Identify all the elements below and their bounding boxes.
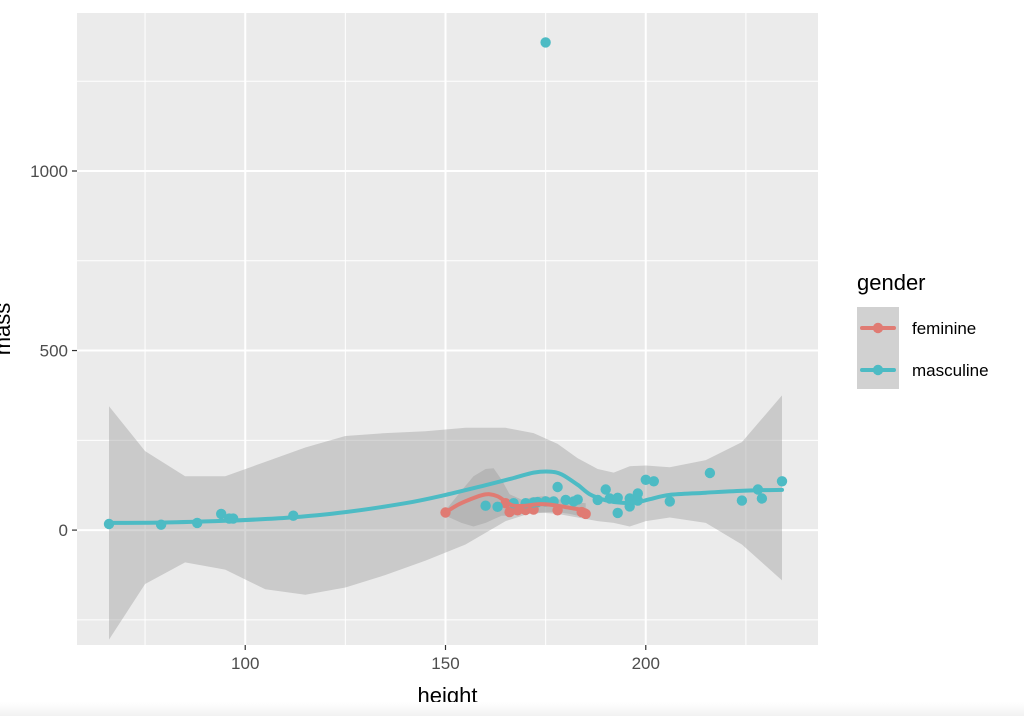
- point-masculine: [572, 494, 583, 505]
- point-masculine: [612, 507, 623, 519]
- point-feminine: [504, 506, 515, 518]
- smooth-line-feminine: [443, 492, 588, 515]
- panel-background: [77, 13, 818, 645]
- point-masculine: [552, 481, 563, 493]
- legend-key-background: [857, 307, 899, 389]
- y-tick-label: 1000: [30, 162, 68, 181]
- point-masculine: [736, 495, 748, 506]
- legend-key-point-masculine: [872, 364, 884, 376]
- x-tick-label: 150: [431, 654, 459, 673]
- smooth-lines: [107, 469, 784, 525]
- y-tick-label: 0: [59, 521, 68, 540]
- legend-label-feminine: feminine: [912, 319, 976, 338]
- y-axis-title: mass: [0, 303, 15, 356]
- point-masculine: [704, 467, 716, 479]
- point-masculine: [480, 500, 491, 511]
- point-masculine: [756, 493, 768, 504]
- confidence-band-feminine: [445, 468, 586, 527]
- bottom-shadow: [0, 702, 1024, 716]
- point-masculine: [776, 476, 788, 487]
- point-masculine: [560, 494, 571, 506]
- y-tick-label: 500: [40, 342, 68, 361]
- axes: 100 150 200 0 500 1000: [30, 162, 660, 673]
- x-tick-label: 100: [231, 654, 259, 673]
- legend-key-point-feminine: [872, 322, 884, 334]
- legend-label-masculine: masculine: [912, 361, 989, 380]
- point-masculine: [600, 484, 611, 495]
- gridlines: [77, 13, 818, 645]
- legend: gender feminine masculine: [857, 270, 989, 389]
- point-masculine: [540, 37, 551, 48]
- point-masculine: [216, 508, 227, 520]
- point-masculine: [648, 476, 659, 487]
- legend-title: gender: [857, 270, 926, 295]
- point-masculine: [632, 488, 643, 499]
- x-tick-label: 200: [632, 654, 660, 673]
- smooth-line-masculine: [107, 469, 784, 525]
- point-masculine: [640, 474, 651, 485]
- point-masculine: [664, 496, 675, 507]
- point-masculine: [492, 501, 503, 512]
